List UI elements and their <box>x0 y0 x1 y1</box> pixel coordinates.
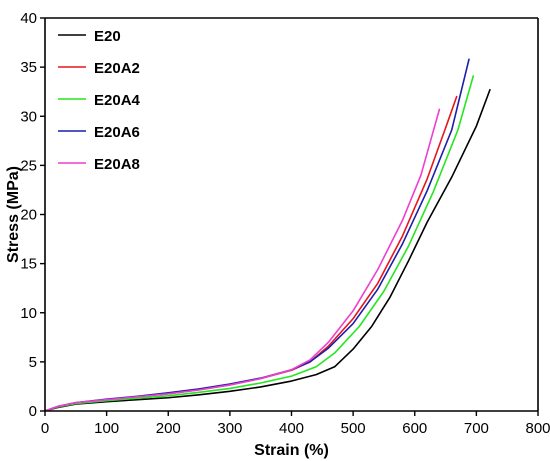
series-line-e20a2 <box>44 95 458 412</box>
x-tick-label: 500 <box>341 420 366 437</box>
x-tick-label: 700 <box>464 420 489 437</box>
y-tick-label: 35 <box>20 59 37 76</box>
x-ticks: 0 100 200 300 400 500 600 700 800 <box>41 411 550 437</box>
plot-area: 0 100 200 300 400 500 600 700 800 0 5 10 15 20 25 30 35… <box>20 10 550 437</box>
series-line-e20a6 <box>44 58 470 412</box>
series-line-e20a4 <box>44 75 475 412</box>
legend-label-e20a8: E20A8 <box>94 156 140 173</box>
y-tick-label: 20 <box>20 207 37 224</box>
series-group <box>44 58 491 412</box>
y-tick-label: 5 <box>29 354 37 371</box>
y-axis-title: Stress (MPa) <box>5 166 22 263</box>
x-tick-label: 300 <box>217 420 242 437</box>
legend-label-e20a4: E20A4 <box>94 92 141 109</box>
legend-label-e20a6: E20A6 <box>94 124 140 141</box>
y-tick-label: 40 <box>20 10 37 27</box>
legend-label-e20a2: E20A2 <box>94 60 140 77</box>
x-tick-label: 200 <box>156 420 181 437</box>
x-tick-label: 800 <box>525 420 550 437</box>
x-tick-label: 400 <box>279 420 304 437</box>
y-tick-label: 25 <box>20 157 37 174</box>
legend: E20 E20A2 E20A4 E20A6 E20A8 <box>58 28 141 173</box>
legend-label-e20: E20 <box>94 28 121 45</box>
x-tick-label: 0 <box>41 420 49 437</box>
y-ticks: 0 5 10 15 20 25 30 35 40 <box>20 10 45 420</box>
y-tick-label: 10 <box>20 305 37 322</box>
x-tick-label: 100 <box>94 420 119 437</box>
series-line-e20 <box>44 88 491 412</box>
series-line-e20a8 <box>44 108 441 412</box>
y-tick-label: 0 <box>29 403 37 420</box>
x-axis-title: Strain (%) <box>254 442 329 459</box>
y-tick-label: 30 <box>20 108 37 125</box>
x-tick-label: 600 <box>402 420 427 437</box>
y-tick-label: 15 <box>20 256 37 273</box>
